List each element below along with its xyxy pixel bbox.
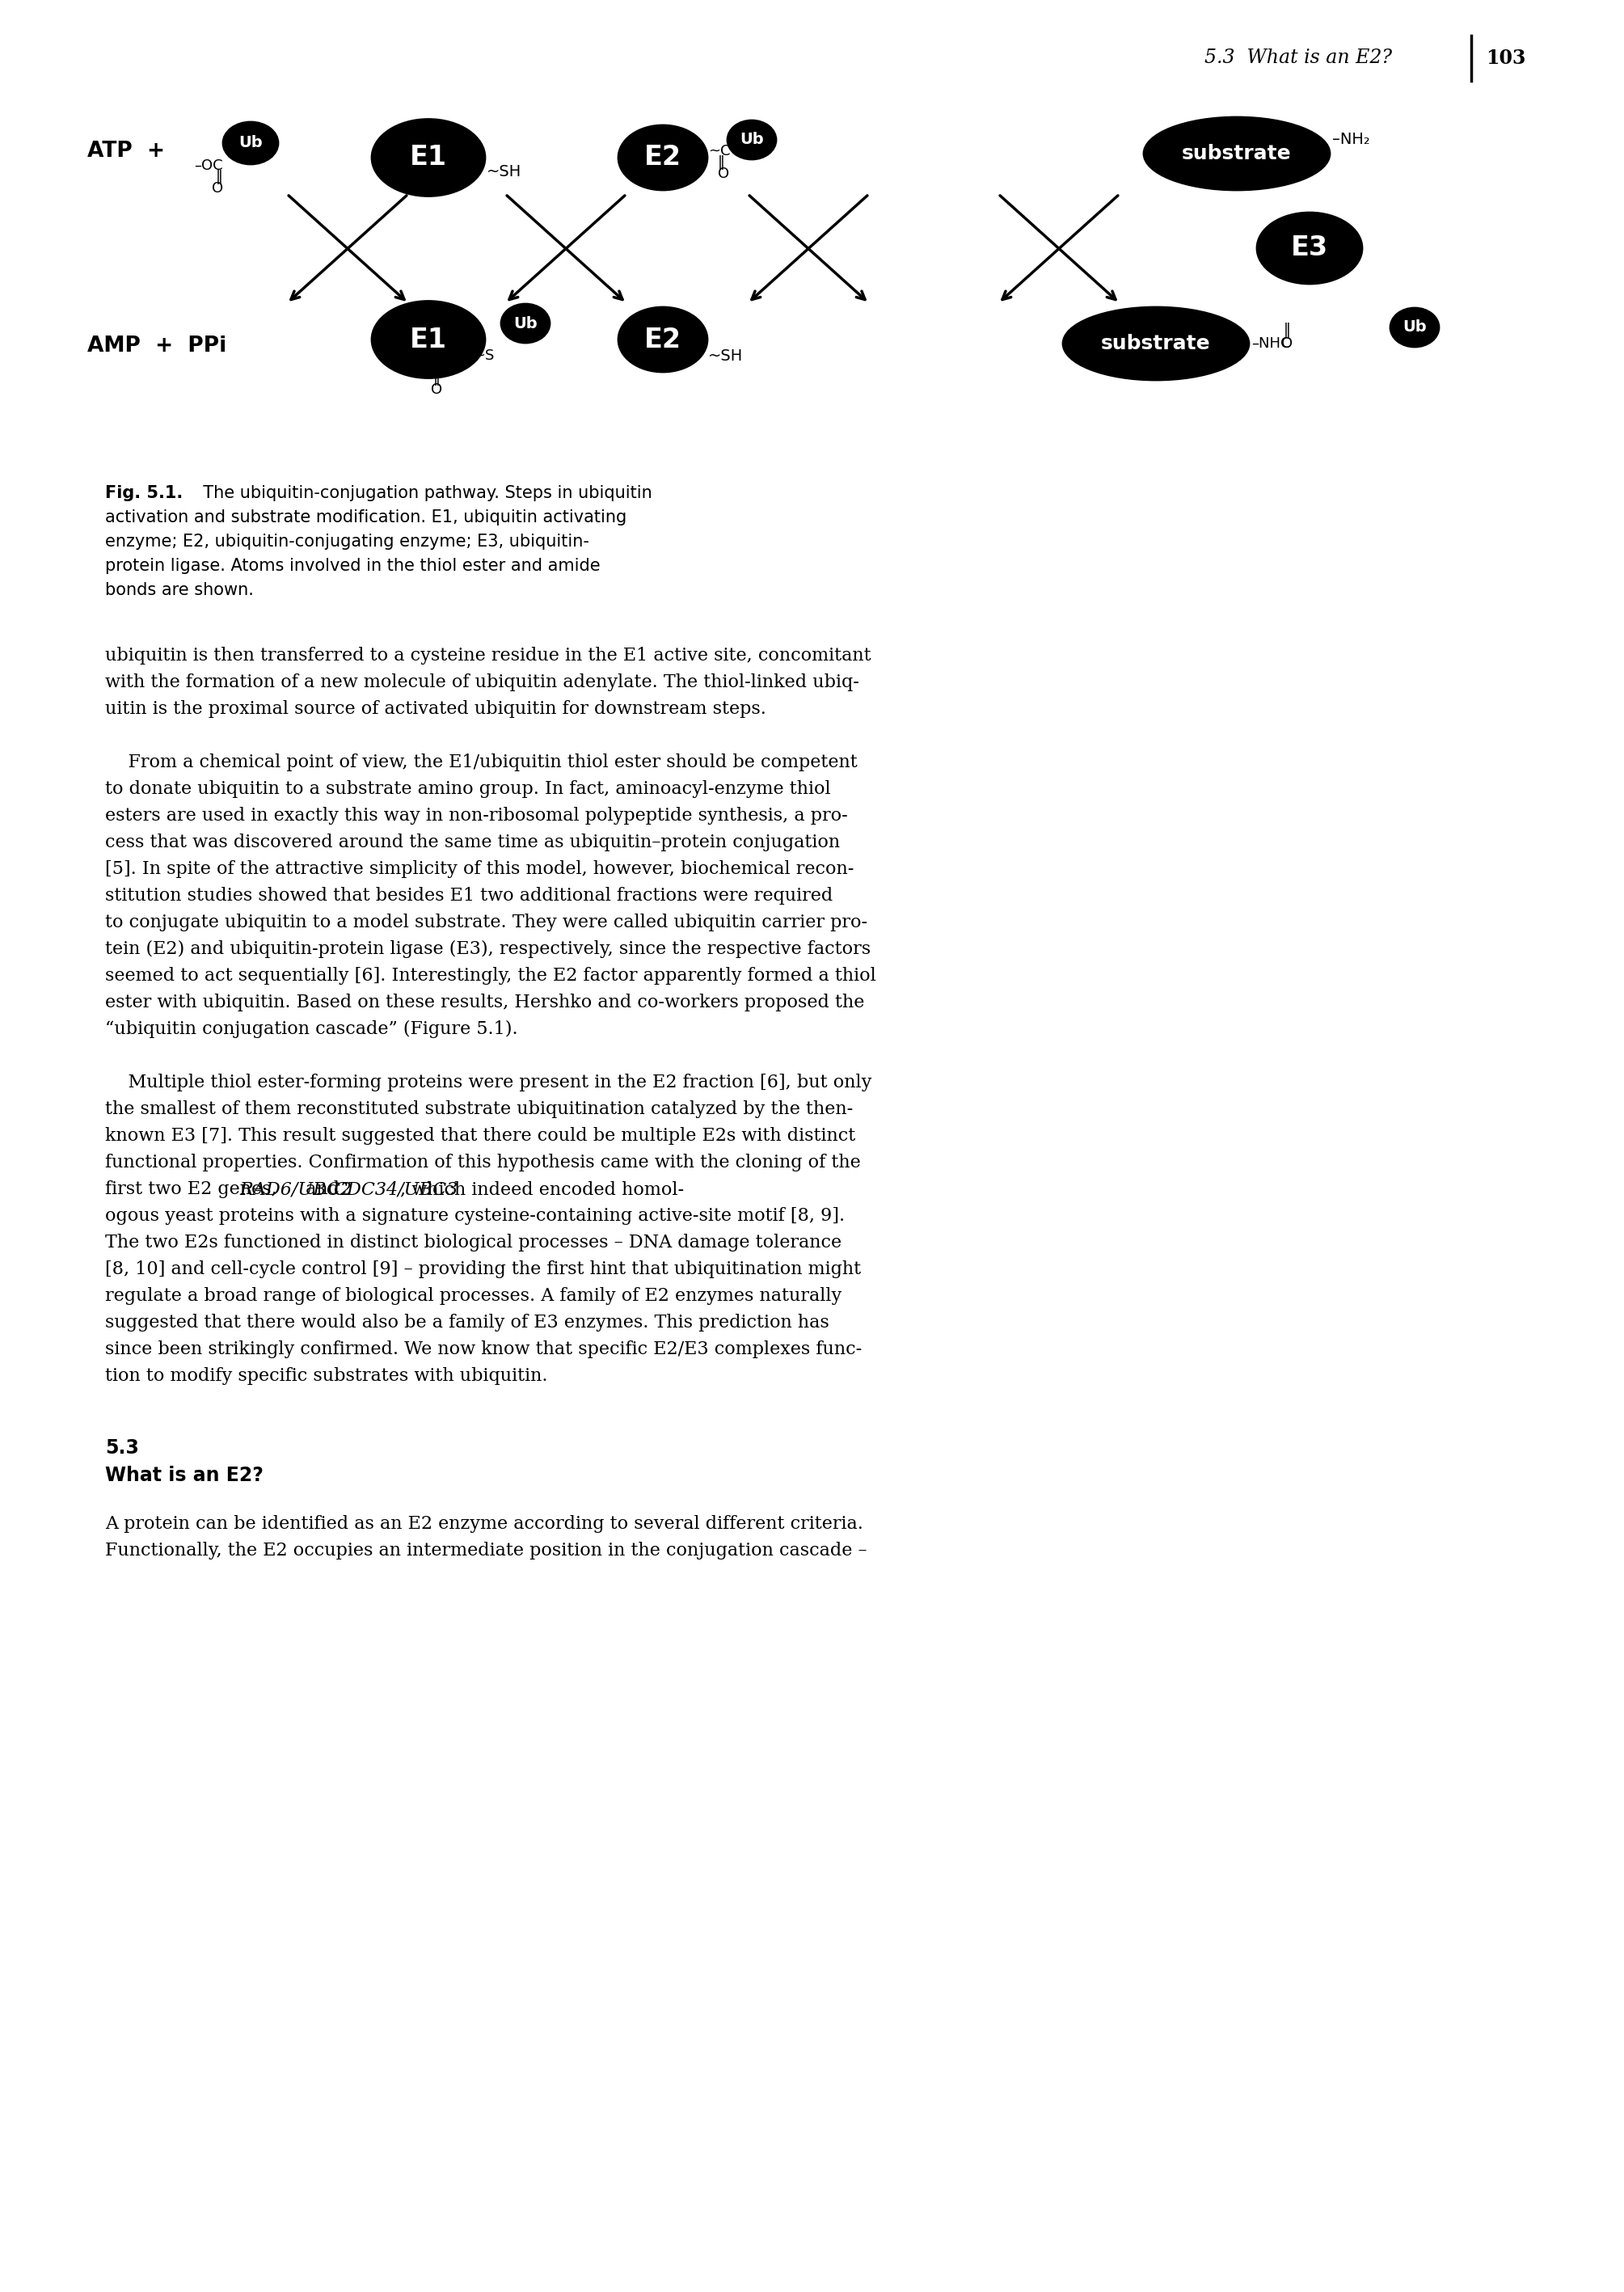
Text: ogous yeast proteins with a signature cysteine-containing active-site motif [8, : ogous yeast proteins with a signature cy…	[106, 1208, 844, 1224]
Text: ~SH: ~SH	[487, 165, 521, 179]
Text: tion to modify specific substrates with ubiquitin.: tion to modify specific substrates with …	[106, 1366, 547, 1384]
Text: E1: E1	[409, 144, 447, 172]
Text: substrate: substrate	[1182, 144, 1291, 163]
Text: O: O	[211, 181, 222, 195]
Text: The ubiquitin-conjugation pathway. Steps in ubiquitin: The ubiquitin-conjugation pathway. Steps…	[192, 486, 653, 502]
Text: suggested that there would also be a family of E3 enzymes. This prediction has: suggested that there would also be a fam…	[106, 1313, 830, 1332]
Text: Ub: Ub	[513, 316, 538, 330]
Text: The two E2s functioned in distinct biological processes – DNA damage tolerance: The two E2s functioned in distinct biolo…	[106, 1233, 841, 1251]
Text: since been strikingly confirmed. We now know that specific E2/E3 complexes func-: since been strikingly confirmed. We now …	[106, 1341, 862, 1359]
Text: seemed to act sequentially [6]. Interestingly, the E2 factor apparently formed a: seemed to act sequentially [6]. Interest…	[106, 967, 875, 986]
Text: From a chemical point of view, the E1/ubiquitin thiol ester should be competent: From a chemical point of view, the E1/ub…	[106, 754, 857, 772]
Text: ‖: ‖	[434, 371, 440, 385]
Text: ‖: ‖	[216, 170, 222, 183]
Text: regulate a broad range of biological processes. A family of E2 enzymes naturally: regulate a broad range of biological pro…	[106, 1288, 841, 1304]
Text: –NH₂: –NH₂	[1332, 133, 1371, 147]
Text: ‖: ‖	[718, 156, 724, 170]
Text: Ub: Ub	[239, 135, 263, 151]
Ellipse shape	[619, 126, 708, 190]
Text: What is an E2?: What is an E2?	[106, 1467, 263, 1485]
Ellipse shape	[1390, 307, 1439, 346]
Text: E3: E3	[1291, 234, 1328, 261]
Text: ~C: ~C	[708, 144, 731, 158]
Text: [8, 10] and cell-cycle control [9] – providing the first hint that ubiquitinatio: [8, 10] and cell-cycle control [9] – pro…	[106, 1261, 861, 1279]
Text: ~S: ~S	[473, 348, 494, 362]
Text: Functionally, the E2 occupies an intermediate position in the conjugation cascad: Functionally, the E2 occupies an interme…	[106, 1543, 867, 1559]
Text: O: O	[718, 167, 729, 181]
Text: [5]. In spite of the attractive simplicity of this model, however, biochemical r: [5]. In spite of the attractive simplici…	[106, 860, 854, 878]
Text: “ubiquitin conjugation cascade” (Figure 5.1).: “ubiquitin conjugation cascade” (Figure …	[106, 1020, 518, 1038]
Text: , which indeed encoded homol-: , which indeed encoded homol-	[400, 1180, 684, 1199]
Text: E1: E1	[409, 325, 447, 353]
Text: known E3 [7]. This result suggested that there could be multiple E2s with distin: known E3 [7]. This result suggested that…	[106, 1128, 856, 1144]
Text: 103: 103	[1486, 48, 1525, 69]
Ellipse shape	[372, 300, 486, 378]
Text: and: and	[300, 1180, 344, 1199]
Text: Multiple thiol ester-forming proteins were present in the E2 fraction [6], but o: Multiple thiol ester-forming proteins we…	[106, 1073, 872, 1091]
Text: –OC: –OC	[195, 158, 222, 172]
Ellipse shape	[728, 121, 776, 158]
Text: RAD6/UBC2: RAD6/UBC2	[239, 1180, 352, 1199]
Text: O: O	[1281, 337, 1293, 351]
Text: to conjugate ubiquitin to a model substrate. They were called ubiquitin carrier : to conjugate ubiquitin to a model substr…	[106, 915, 867, 931]
Text: A protein can be identified as an E2 enzyme according to several different crite: A protein can be identified as an E2 enz…	[106, 1515, 864, 1533]
Ellipse shape	[1257, 213, 1363, 284]
Text: 5.3: 5.3	[106, 1439, 140, 1458]
Ellipse shape	[222, 121, 278, 165]
Text: cess that was discovered around the same time as ubiquitin–protein conjugation: cess that was discovered around the same…	[106, 834, 840, 850]
Text: 5.3  What is an E2?: 5.3 What is an E2?	[1205, 48, 1392, 66]
Text: substrate: substrate	[1101, 335, 1212, 353]
Text: esters are used in exactly this way in non-ribosomal polypeptide synthesis, a pr: esters are used in exactly this way in n…	[106, 807, 848, 825]
Ellipse shape	[1143, 117, 1330, 190]
Text: ‖: ‖	[1283, 323, 1291, 337]
Text: AMP  +  PPi: AMP + PPi	[88, 335, 226, 358]
Text: O: O	[430, 383, 442, 397]
Text: ester with ubiquitin. Based on these results, Hershko and co-workers proposed th: ester with ubiquitin. Based on these res…	[106, 995, 864, 1011]
Text: –NHC: –NHC	[1252, 337, 1291, 351]
Text: E2: E2	[645, 144, 682, 172]
Text: E2: E2	[645, 325, 682, 353]
Text: Fig. 5.1.: Fig. 5.1.	[106, 486, 184, 502]
Ellipse shape	[1064, 307, 1249, 380]
Text: ~SH: ~SH	[708, 348, 744, 364]
Text: ATP  +: ATP +	[88, 140, 166, 163]
Text: Ub: Ub	[741, 133, 763, 147]
Text: uitin is the proximal source of activated ubiquitin for downstream steps.: uitin is the proximal source of activate…	[106, 699, 767, 717]
Ellipse shape	[619, 307, 708, 371]
Text: activation and substrate modification. E1, ubiquitin activating: activation and substrate modification. E…	[106, 509, 627, 525]
Text: functional properties. Confirmation of this hypothesis came with the cloning of : functional properties. Confirmation of t…	[106, 1153, 861, 1171]
Text: ubiquitin is then transferred to a cysteine residue in the E1 active site, conco: ubiquitin is then transferred to a cyste…	[106, 646, 870, 665]
Text: stitution studies showed that besides E1 two additional fractions were required: stitution studies showed that besides E1…	[106, 887, 833, 905]
Text: the smallest of them reconstituted substrate ubiquitination catalyzed by the the: the smallest of them reconstituted subst…	[106, 1100, 853, 1118]
Text: CDC34/UBC3: CDC34/UBC3	[333, 1180, 458, 1199]
Text: bonds are shown.: bonds are shown.	[106, 582, 253, 598]
Ellipse shape	[372, 119, 486, 197]
Text: to donate ubiquitin to a substrate amino group. In fact, aminoacyl-enzyme thiol: to donate ubiquitin to a substrate amino…	[106, 779, 831, 798]
Text: with the formation of a new molecule of ubiquitin adenylate. The thiol-linked ub: with the formation of a new molecule of …	[106, 674, 859, 692]
Text: protein ligase. Atoms involved in the thiol ester and amide: protein ligase. Atoms involved in the th…	[106, 557, 601, 573]
Text: Ub: Ub	[1403, 321, 1426, 335]
Text: first two E2 genes,: first two E2 genes,	[106, 1180, 283, 1199]
Text: tein (E2) and ubiquitin-protein ligase (E3), respectively, since the respective : tein (E2) and ubiquitin-protein ligase (…	[106, 940, 870, 958]
Text: enzyme; E2, ubiquitin-conjugating enzyme; E3, ubiquitin-: enzyme; E2, ubiquitin-conjugating enzyme…	[106, 534, 590, 550]
Ellipse shape	[502, 305, 549, 344]
